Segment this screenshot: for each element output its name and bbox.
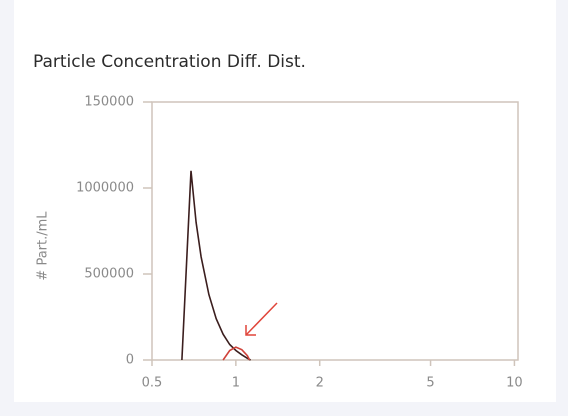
y-tick-label: 0 xyxy=(126,353,134,368)
data-line xyxy=(181,170,251,361)
x-tick-label: 0.5 xyxy=(142,376,163,391)
x-tick-label: 5 xyxy=(426,376,434,391)
plot-frame xyxy=(151,101,519,361)
data-line xyxy=(222,346,251,361)
y-tick-label: 500000 xyxy=(84,267,134,282)
y-tick-label: 1000000 xyxy=(76,181,134,196)
x-tick-label: 10 xyxy=(506,376,523,391)
y-axis-label: # Part./mL xyxy=(36,211,51,281)
x-tick-label: 2 xyxy=(316,376,324,391)
card xyxy=(14,0,556,402)
x-tick-label: 1 xyxy=(232,376,240,391)
y-tick-label: 150000 xyxy=(84,95,134,110)
annotation-arrow xyxy=(245,302,278,336)
chart-title: Particle Concentration Diff. Dist. xyxy=(33,52,306,72)
